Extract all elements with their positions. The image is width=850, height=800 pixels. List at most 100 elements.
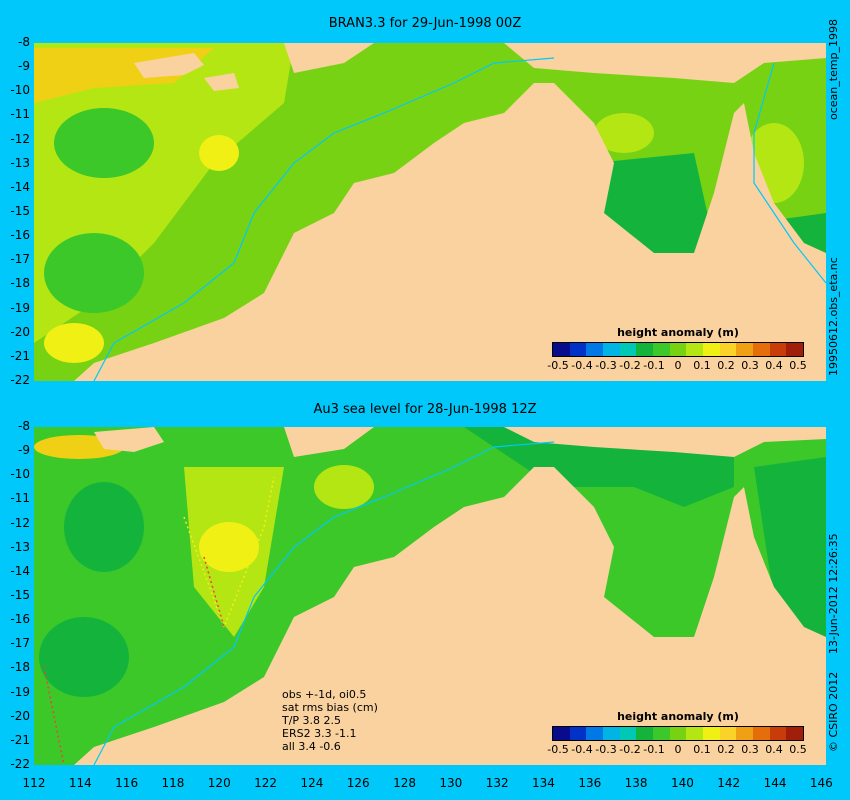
y-tick-label: -17 bbox=[10, 636, 30, 651]
x-tick-label: 118 bbox=[161, 776, 185, 790]
bottom-panel-title: Au3 sea level for 28-Jun-1998 12Z bbox=[313, 402, 537, 417]
y-tick-label: -21 bbox=[10, 732, 30, 747]
stats-line: all 3.4 -0.6 bbox=[282, 740, 341, 753]
y-tick-label: -8 bbox=[18, 35, 30, 49]
colorbar-bar bbox=[552, 342, 804, 357]
island-timor-west bbox=[134, 53, 204, 78]
ocean-patch-3 bbox=[199, 135, 239, 171]
ocean-patch-b3 bbox=[39, 617, 129, 697]
bottom-map-panel bbox=[34, 427, 826, 765]
side-label-copyright: © CSIRO 2012 bbox=[827, 671, 840, 752]
ocean-patch-b5 bbox=[314, 465, 374, 509]
y-tick-label: -17 bbox=[10, 252, 30, 267]
x-tick-label: 112 bbox=[22, 776, 46, 790]
colorbar-title: height anomaly (m) bbox=[617, 710, 739, 723]
y-tick-label: -11 bbox=[10, 107, 30, 122]
colorbar-ticks: -0.5 -0.4 -0.3 -0.2 -0.1 0 0.1 0.2 0.3 0.4 0.5 bbox=[547, 357, 806, 372]
colorbar-swatch bbox=[653, 727, 670, 740]
colorbar-swatch bbox=[569, 727, 587, 740]
y-tick-label: -11 bbox=[10, 491, 30, 506]
ocean-patch-2 bbox=[44, 233, 144, 313]
x-tick-label: 146 bbox=[809, 776, 833, 790]
stats-line: sat rms bias (cm) bbox=[282, 701, 378, 714]
colorbar-swatch bbox=[669, 727, 687, 740]
colorbar-swatch bbox=[719, 343, 737, 356]
colorbar-tick-label: 0.4 bbox=[765, 743, 783, 756]
colorbar-tick-label: 0 bbox=[674, 359, 682, 372]
colorbar-swatch bbox=[636, 727, 654, 740]
side-label-middle: 19950612.obs_eta.nc bbox=[827, 257, 840, 376]
y-tick-label: -10 bbox=[10, 467, 30, 482]
colorbar-tick-label: -0.3 bbox=[595, 359, 617, 372]
bottom-map-svg bbox=[34, 427, 826, 765]
colorbar-tick-label: 0.4 bbox=[765, 359, 783, 372]
colorbar-swatch bbox=[703, 343, 720, 356]
stats-box: obs +-1d, oi0.5 sat rms bias (cm) T/P 3.… bbox=[282, 688, 378, 753]
top-map-panel bbox=[34, 43, 826, 381]
x-tick-label: 120 bbox=[207, 776, 231, 790]
altimeter-track-1 bbox=[43, 666, 65, 765]
y-tick-label: -22 bbox=[10, 373, 30, 387]
colorbar-tick-label: -0.2 bbox=[619, 743, 641, 756]
y-tick-label: -12 bbox=[10, 515, 30, 530]
x-tick-label: 132 bbox=[485, 776, 509, 790]
y-tick-label: -14 bbox=[10, 179, 30, 194]
y-tick-label: -20 bbox=[10, 708, 30, 723]
y-tick-label: -20 bbox=[10, 324, 30, 339]
colorbar-swatch bbox=[703, 727, 720, 740]
x-tick-label: 130 bbox=[439, 776, 463, 790]
x-tick-label: 140 bbox=[670, 776, 694, 790]
ocean-patch-5 bbox=[594, 113, 654, 153]
colorbar-swatch bbox=[553, 343, 570, 356]
y-tick-label: -15 bbox=[10, 204, 30, 218]
colorbar-swatch bbox=[753, 343, 770, 356]
ocean-patch-b2 bbox=[64, 482, 144, 572]
colorbar-swatch bbox=[769, 343, 787, 356]
colorbar-tick-label: 0.3 bbox=[741, 743, 759, 756]
ocean-patch-b1 bbox=[199, 522, 259, 572]
y-tick-label: -19 bbox=[10, 300, 30, 315]
x-tick-label: 134 bbox=[532, 776, 555, 790]
colorbar-swatch bbox=[586, 727, 604, 740]
x-tick-label: 122 bbox=[254, 776, 278, 790]
colorbar-bar bbox=[552, 726, 804, 741]
stats-line: ERS2 3.3 -1.1 bbox=[282, 727, 357, 740]
colorbar-tick-label: 0.1 bbox=[693, 359, 711, 372]
colorbar-swatch bbox=[603, 727, 620, 740]
shelf-line-east bbox=[753, 62, 826, 284]
top-map-svg bbox=[34, 43, 826, 381]
colorbar-tick-label: -0.4 bbox=[571, 359, 593, 372]
y-tick-label: -12 bbox=[10, 131, 30, 146]
colorbar-swatch bbox=[786, 343, 804, 356]
landmass-australia-b bbox=[74, 467, 826, 765]
colorbar-ticks: -0.5 -0.4 -0.3 -0.2 -0.1 0 0.1 0.2 0.3 0.4 0.5 bbox=[547, 741, 806, 756]
colorbar-swatch bbox=[603, 343, 620, 356]
y-tick-label: -18 bbox=[10, 276, 30, 291]
island-timor-b bbox=[284, 427, 374, 457]
colorbar-tick-label: -0.1 bbox=[643, 743, 665, 756]
colorbar-tick-label: -0.1 bbox=[643, 359, 665, 372]
x-tick-label: 144 bbox=[763, 776, 787, 790]
colorbar-tick-label: -0.5 bbox=[547, 359, 569, 372]
island-small-1 bbox=[204, 73, 239, 91]
y-tick-label: -22 bbox=[10, 757, 30, 771]
colorbar-swatch bbox=[686, 343, 704, 356]
altimeter-track-3 bbox=[203, 556, 225, 628]
y-tick-label: -18 bbox=[10, 660, 30, 675]
colorbar-tick-label: 0.2 bbox=[717, 743, 735, 756]
colorbar-top: height anomaly (m) -0.5 -0.4 -0.3 -0.2 -0.1 0… bbox=[547, 326, 806, 372]
y-tick-label: -19 bbox=[10, 684, 30, 699]
y-tick-label: -16 bbox=[10, 612, 30, 627]
colorbar-swatch bbox=[636, 343, 654, 356]
y-tick-label: -14 bbox=[10, 563, 30, 578]
stats-line: T/P 3.8 2.5 bbox=[282, 714, 342, 727]
y-tick-label: -15 bbox=[10, 588, 30, 602]
colorbar-swatch bbox=[619, 727, 637, 740]
colorbar-title: height anomaly (m) bbox=[617, 326, 739, 339]
ocean-patch-4 bbox=[44, 323, 104, 363]
x-tick-label: 114 bbox=[68, 776, 92, 790]
colorbar-swatch bbox=[553, 727, 570, 740]
y-tick-label: -13 bbox=[10, 155, 30, 170]
colorbar-tick-label: 0.3 bbox=[741, 359, 759, 372]
y-tick-label: -9 bbox=[18, 59, 30, 74]
